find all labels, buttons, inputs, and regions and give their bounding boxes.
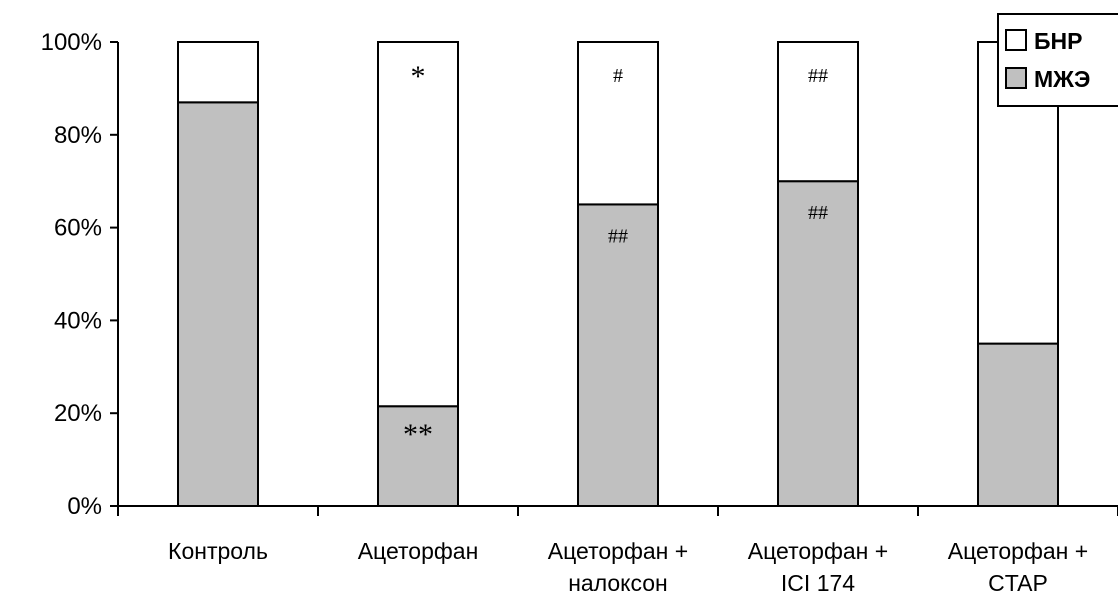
significance-marker: ## xyxy=(808,202,828,224)
x-category-label: ICI 174 xyxy=(781,570,855,595)
significance-marker: # xyxy=(613,65,623,87)
bar-segment-mzhe xyxy=(977,342,1059,507)
bar-segment-bnr xyxy=(177,41,259,104)
bar-segment-mzhe xyxy=(577,203,659,507)
y-tick-label: 60% xyxy=(54,215,102,242)
x-category-label: Ацеторфан xyxy=(358,538,479,564)
y-axis: 0% 20% 40% 60% 80% 100% xyxy=(41,29,119,520)
significance-marker: ## xyxy=(608,225,628,247)
x-category-label: Ацеторфан + xyxy=(948,538,1088,564)
bar-segment-bnr xyxy=(777,41,859,183)
y-tick-label: 20% xyxy=(54,400,102,427)
x-category-label: Контроль xyxy=(168,538,268,564)
legend: БНР МЖЭ xyxy=(997,13,1118,107)
bar-segment-bnr xyxy=(377,41,459,408)
bar-segment-mzhe xyxy=(177,101,259,507)
legend-swatch xyxy=(1005,67,1027,89)
y-tick-label: 40% xyxy=(54,307,102,334)
y-tick-label: 80% xyxy=(54,122,102,149)
legend-label: БНР xyxy=(1034,28,1082,54)
annotations: ***####### xyxy=(403,60,828,451)
bar-segment-mzhe xyxy=(777,180,859,507)
y-tick-label: 100% xyxy=(41,29,102,56)
x-category-label: налоксон xyxy=(568,570,668,595)
legend-label: МЖЭ xyxy=(1034,66,1090,92)
bar-segment-bnr xyxy=(577,41,659,206)
significance-marker: ## xyxy=(808,65,828,87)
bars xyxy=(177,41,1059,507)
significance-marker: * xyxy=(411,60,426,93)
x-category-label: Ацеторфан + xyxy=(548,538,688,564)
x-axis: Контроль Ацеторфан Ацеторфан + налоксон Ацет… xyxy=(117,505,1118,595)
x-category-label: Ацеторфан + xyxy=(748,538,888,564)
y-tick-label: 0% xyxy=(67,493,102,520)
legend-swatch xyxy=(1005,29,1027,51)
significance-marker: ** xyxy=(403,418,433,451)
x-category-label: CTAP xyxy=(988,570,1048,595)
